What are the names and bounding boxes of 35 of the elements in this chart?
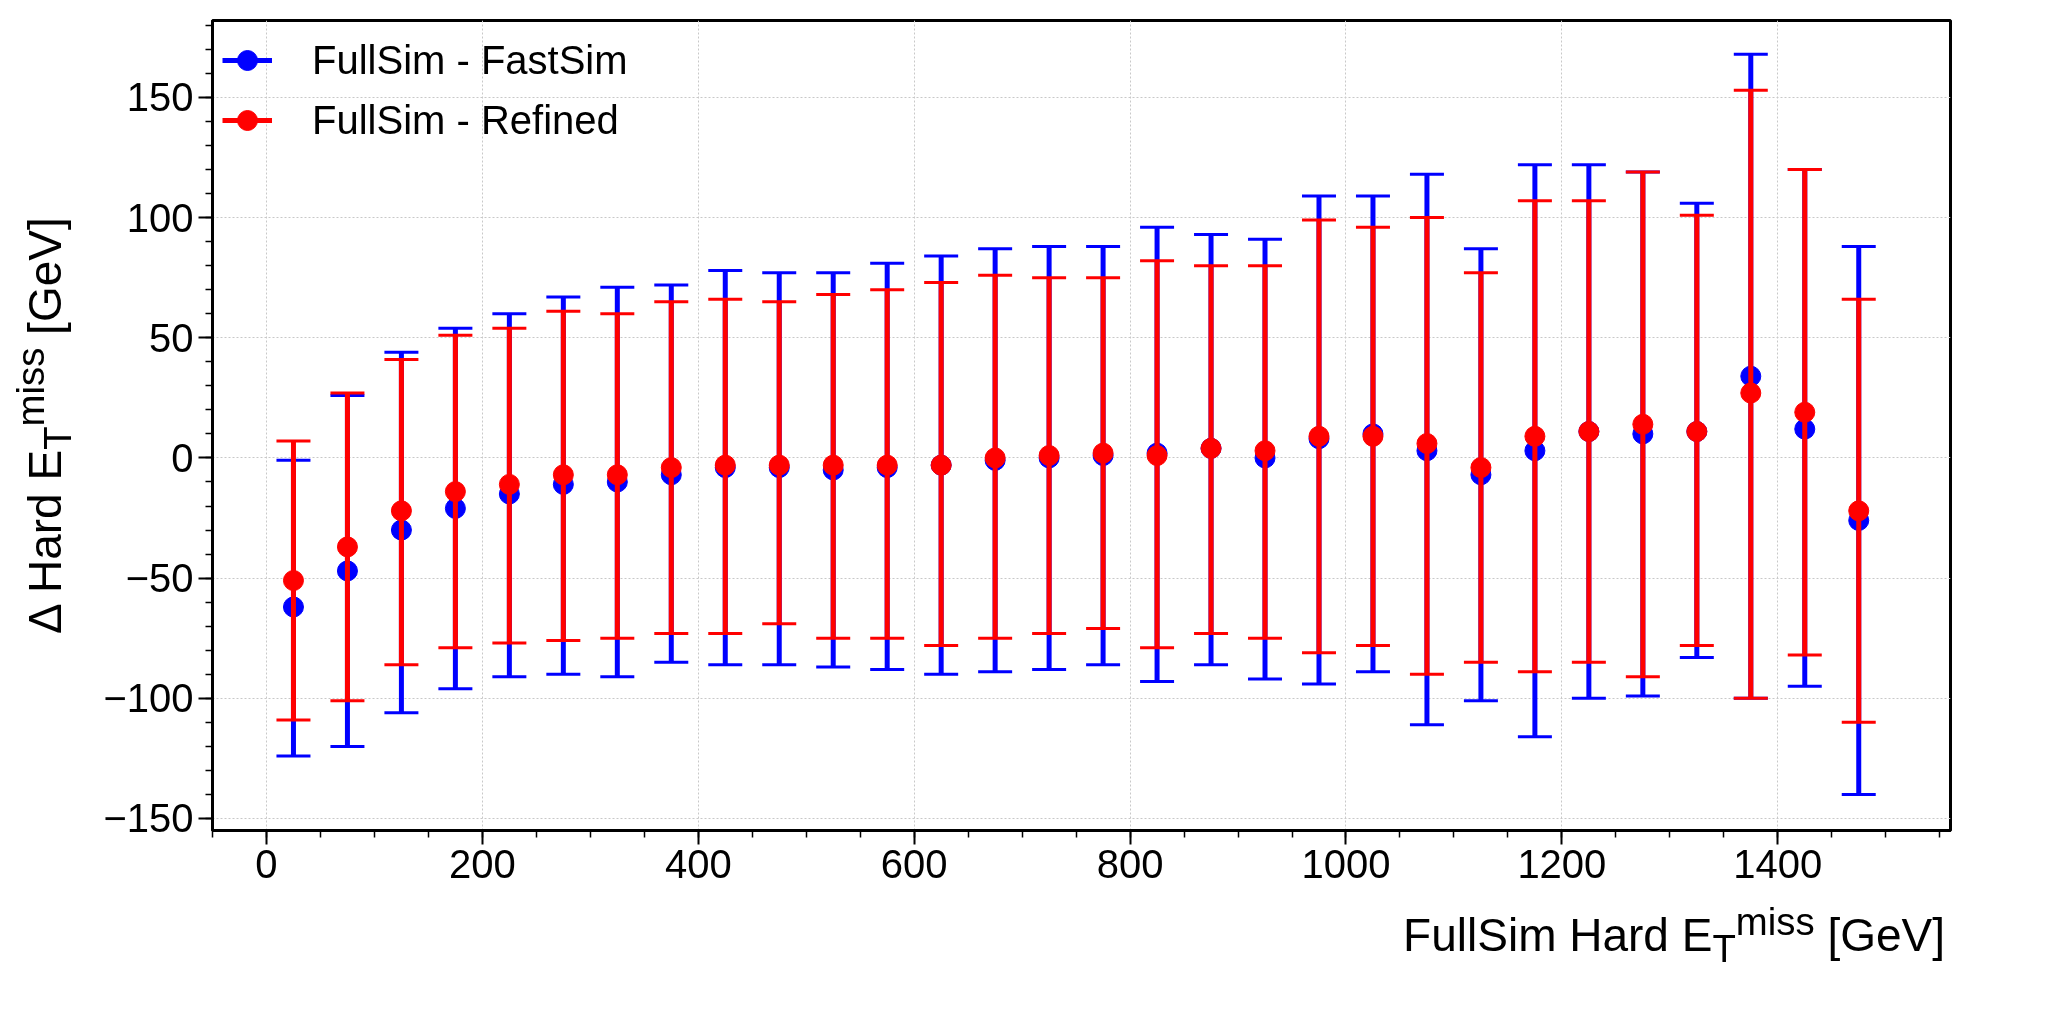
point [1794,401,1816,423]
point [1848,500,1870,522]
point [1632,413,1654,435]
y-tick-label: −100 [103,676,194,721]
point [444,481,466,503]
point [606,464,628,486]
y-tick-label: −50 [125,556,194,601]
point [660,457,682,479]
x-tick-label: 800 [1096,841,1164,886]
point [1254,440,1276,462]
x-tick-label: 1000 [1301,841,1391,886]
point [1470,457,1492,479]
y-tick-label: 100 [126,195,194,240]
x-axis-title: FullSim Hard E$_{T}$$^{miss}$ [GeV] [1402,899,1945,972]
x-tick-label: 200 [449,841,516,886]
x-tick-label: 400 [664,841,732,886]
x-tick-label: 1200 [1517,841,1607,886]
point [1740,382,1762,404]
y-tick-label: 50 [149,315,194,360]
x-tick-label: 600 [880,841,948,886]
x-tick-label: 0 [255,841,278,886]
point [282,570,304,592]
point [1524,425,1546,447]
x-tick-label: 1400 [1733,841,1823,886]
y-tick-label: 150 [126,75,194,120]
point [1416,433,1438,455]
legend-label: FullSim - FastSim [312,37,628,83]
point [822,454,844,476]
point [552,464,574,486]
y-tick-label: −150 [103,796,194,841]
y-tick-label: 0 [171,435,194,480]
legend-label: FullSim - Refined [312,97,619,143]
point [390,500,412,522]
point [498,473,520,495]
point [336,536,358,558]
